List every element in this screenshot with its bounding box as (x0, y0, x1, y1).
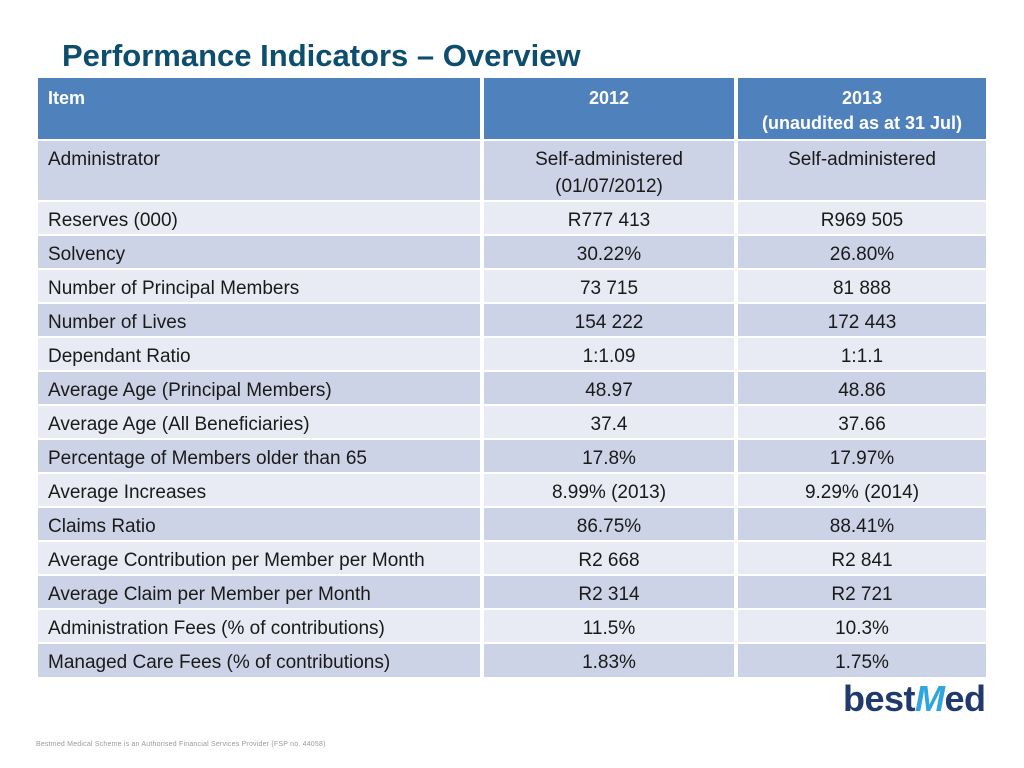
item-cell: Solvency (38, 234, 484, 269)
table-row: Average Contribution per Member per Mont… (38, 540, 986, 575)
value-text: 73 715 (579, 278, 639, 299)
value-text: R777 413 (567, 210, 651, 231)
item-cell: Administrator (38, 139, 484, 201)
item-cell: Number of Lives (38, 302, 484, 337)
table-row: Administration Fees (% of contributions)… (38, 608, 986, 643)
column-header-sublabel: (unaudited as at 31 Jul) (761, 113, 963, 133)
table-row: Managed Care Fees (% of contributions) 1.… (38, 642, 986, 677)
value-2012-cell: 30.22% (482, 234, 738, 269)
value-2012-cell: 11.5% (482, 608, 738, 643)
footer-disclaimer: Bestmed Medical Scheme is an Authorised … (36, 741, 326, 748)
value-text: 37.4 (590, 414, 628, 435)
column-header-item: Item (38, 78, 484, 140)
value-2012-cell: Self-administered (01/07/2012) (482, 139, 738, 201)
table-row: Dependant Ratio 1:1.09 1:1.1 (38, 336, 986, 371)
item-cell: Reserves (000) (38, 200, 484, 235)
value-text: R2 668 (578, 550, 640, 571)
page-title: Performance Indicators – Overview (62, 38, 581, 73)
value-2013-cell: R2 841 (736, 540, 986, 575)
value-text: Self-administered (535, 149, 683, 170)
value-2013-cell: 88.41% (736, 506, 986, 541)
table-row: Average Increases 8.99% (2013) 9.29% (2014… (38, 472, 986, 507)
logo-text-ed: ed (944, 678, 987, 719)
performance-indicators-table: Item 2012 2013 (unaudited as at 31 Jul) … (38, 78, 986, 677)
value-2012-cell: 1.83% (482, 642, 738, 677)
value-text: 11.5% (582, 618, 636, 639)
item-cell: Claims Ratio (38, 506, 484, 541)
item-cell: Administration Fees (% of contributions) (38, 608, 484, 643)
table-row: Average Age (All Beneficiaries) 37.4 37.66 (38, 404, 986, 439)
value-2013-cell: 81 888 (736, 268, 986, 303)
value-2012-cell: 48.97 (482, 370, 738, 405)
value-text: 30.22% (576, 244, 642, 265)
value-text: 154 222 (574, 312, 644, 333)
column-header-2013: 2013 (unaudited as at 31 Jul) (736, 78, 986, 140)
table-row: Percentage of Members older than 65 17.8%… (38, 438, 986, 473)
value-text: 48.97 (585, 380, 633, 401)
item-cell: Average Age (All Beneficiaries) (38, 404, 484, 439)
value-2012-cell: R2 314 (482, 574, 738, 609)
value-2012-cell: 37.4 (482, 404, 738, 439)
column-header-2012: 2012 (482, 78, 738, 140)
column-header-label: Item (48, 88, 86, 108)
table-row: Average Age (Principal Members) 48.97 48.8… (38, 370, 986, 405)
value-2013-cell: 1:1.1 (736, 336, 986, 371)
table-row: Solvency 30.22% 26.80% (38, 234, 986, 269)
table-row: Administrator Self-administered (01/07/201… (38, 139, 986, 201)
value-text: 86.75% (576, 516, 642, 537)
value-2012-cell: 17.8% (482, 438, 738, 473)
value-text: 17.8% (582, 448, 636, 469)
value-2012-cell: 1:1.09 (482, 336, 738, 371)
header-row: Item 2012 2013 (unaudited as at 31 Jul) (38, 78, 986, 140)
value-text: 1:1.09 (582, 346, 636, 367)
value-2012-cell: R2 668 (482, 540, 738, 575)
item-cell: Average Claim per Member per Month (38, 574, 484, 609)
value-2012-cell: R777 413 (482, 200, 738, 235)
value-text: 1.83% (582, 652, 636, 673)
value-2012-cell: 73 715 (482, 268, 738, 303)
value-2013-cell: R2 721 (736, 574, 986, 609)
value-2012-cell: 154 222 (482, 302, 738, 337)
item-cell: Dependant Ratio (38, 336, 484, 371)
bestmed-logo: bestMed (843, 678, 986, 720)
column-header-label: 2013 (841, 88, 883, 108)
value-2013-cell: 1.75% (736, 642, 986, 677)
value-2013-cell: R969 505 (736, 200, 986, 235)
item-cell: Percentage of Members older than 65 (38, 438, 484, 473)
value-2013-cell: 48.86 (736, 370, 986, 405)
item-cell: Managed Care Fees (% of contributions) (38, 642, 484, 677)
table-row: Claims Ratio 86.75% 88.41% (38, 506, 986, 541)
value-2012-cell: 8.99% (2013) (482, 472, 738, 507)
value-2013-cell: 9.29% (2014) (736, 472, 986, 507)
value-subtext: (01/07/2012) (555, 176, 663, 197)
table-body: Administrator Self-administered (01/07/201… (38, 139, 986, 677)
item-cell: Number of Principal Members (38, 268, 484, 303)
item-cell: Average Age (Principal Members) (38, 370, 484, 405)
value-2013-cell: 26.80% (736, 234, 986, 269)
table-header: Item 2012 2013 (unaudited as at 31 Jul) (38, 78, 986, 140)
value-2013-cell: 10.3% (736, 608, 986, 643)
logo-m-mark-icon: M (915, 678, 945, 719)
value-2013-cell: 37.66 (736, 404, 986, 439)
value-2012-cell: 86.75% (482, 506, 738, 541)
table-row: Number of Lives 154 222 172 443 (38, 302, 986, 337)
column-header-label: 2012 (588, 88, 630, 108)
value-text: 8.99% (2013) (551, 482, 667, 503)
value-2013-cell: Self-administered (736, 139, 986, 201)
item-cell: Average Increases (38, 472, 484, 507)
value-2013-cell: 172 443 (736, 302, 986, 337)
value-text: R2 314 (578, 584, 640, 605)
table-row: Number of Principal Members 73 715 81 888 (38, 268, 986, 303)
logo-text-best: best (843, 678, 916, 719)
table-row: Reserves (000) R777 413 R969 505 (38, 200, 986, 235)
item-cell: Average Contribution per Member per Mont… (38, 540, 484, 575)
table-row: Average Claim per Member per Month R2 314… (38, 574, 986, 609)
value-2013-cell: 17.97% (736, 438, 986, 473)
